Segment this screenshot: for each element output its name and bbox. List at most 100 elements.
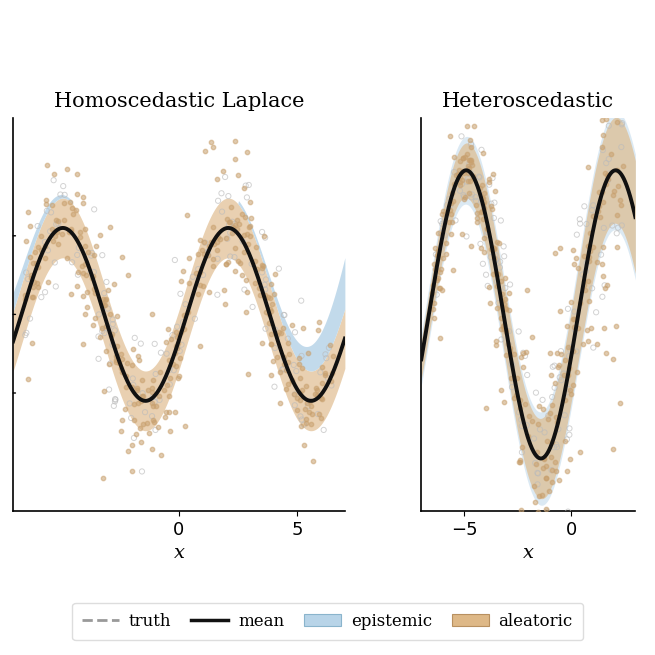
Point [530, 458, 540, 468]
Point [464, 155, 475, 165]
Point [66, 226, 77, 236]
Point [486, 198, 496, 209]
Point [572, 366, 582, 377]
Point [481, 230, 492, 240]
Point [430, 242, 441, 253]
Point [212, 244, 223, 255]
Point [464, 162, 475, 173]
Point [264, 309, 274, 319]
Point [238, 246, 249, 257]
Point [515, 457, 525, 467]
Point [617, 118, 627, 128]
Point [550, 457, 561, 468]
Point [466, 157, 476, 168]
Point [485, 297, 496, 308]
Point [176, 276, 187, 286]
Point [483, 177, 494, 187]
Point [67, 202, 77, 213]
Point [147, 375, 158, 386]
Point [123, 446, 134, 457]
Point [24, 221, 35, 231]
Point [28, 282, 38, 293]
Point [522, 370, 533, 381]
Point [23, 207, 33, 217]
Point [460, 193, 470, 203]
Point [203, 250, 214, 260]
Point [41, 199, 51, 210]
Point [117, 367, 128, 377]
Point [147, 392, 158, 402]
Point [269, 289, 280, 299]
Point [109, 278, 120, 289]
Point [295, 395, 305, 405]
Point [568, 314, 578, 324]
Point [435, 333, 445, 343]
Point [290, 327, 300, 337]
Point [305, 396, 316, 406]
Point [144, 428, 155, 438]
Point [183, 307, 193, 317]
Point [584, 252, 594, 263]
Point [176, 328, 186, 338]
Point [559, 370, 570, 381]
Point [31, 257, 42, 268]
Point [265, 339, 276, 349]
Point [98, 299, 108, 309]
Point [36, 245, 47, 255]
Point [463, 176, 474, 186]
Point [514, 457, 524, 467]
Point [447, 187, 457, 198]
Point [517, 348, 528, 358]
Point [499, 299, 510, 309]
Point [88, 284, 99, 295]
Point [140, 407, 150, 417]
Point [50, 281, 61, 291]
Point [598, 130, 608, 141]
Point [260, 284, 271, 295]
Point [437, 209, 447, 219]
Point [551, 440, 561, 450]
Point [238, 236, 248, 247]
Point [592, 339, 603, 350]
Point [237, 270, 248, 280]
Point [524, 548, 534, 558]
Point [466, 155, 476, 166]
Point [528, 516, 538, 527]
Point [599, 280, 610, 291]
Point [487, 173, 498, 183]
Point [117, 354, 127, 364]
Point [217, 206, 227, 217]
Point [164, 407, 175, 417]
Point [239, 230, 250, 240]
Point [110, 394, 121, 405]
Point [72, 250, 83, 260]
Point [487, 242, 498, 252]
Point [485, 244, 496, 255]
Point [489, 197, 500, 208]
Point [156, 450, 166, 460]
Point [583, 276, 593, 286]
Point [482, 224, 493, 234]
Point [32, 221, 43, 231]
Point [536, 521, 546, 532]
Point [98, 386, 109, 396]
Point [246, 259, 257, 269]
Point [178, 266, 188, 276]
Point [265, 293, 275, 303]
Point [466, 139, 476, 149]
Point [278, 323, 289, 333]
Point [477, 206, 487, 216]
Point [512, 372, 522, 383]
Point [487, 168, 498, 179]
Point [547, 400, 557, 411]
Point [121, 371, 131, 381]
Point [488, 269, 498, 279]
Point [129, 415, 140, 426]
Point [314, 391, 325, 402]
Point [603, 174, 613, 185]
Point [128, 344, 138, 354]
Point [515, 403, 525, 413]
Point [495, 256, 506, 267]
Point [554, 307, 565, 317]
Point [232, 215, 242, 225]
